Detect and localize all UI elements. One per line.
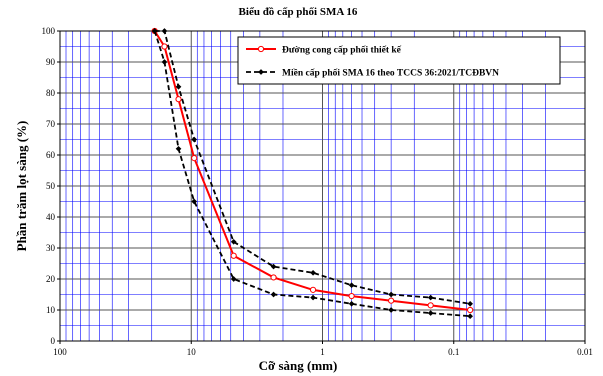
x-tick-label: 1: [320, 347, 325, 357]
data-point-limit: [348, 300, 355, 307]
data-point-limit: [467, 300, 473, 307]
data-point-limit: [388, 291, 394, 298]
data-point-limit: [175, 83, 182, 90]
data-point-limit: [161, 59, 168, 65]
y-tick-label: 50: [46, 181, 56, 191]
data-point-limit: [191, 198, 198, 205]
x-axis-label: Cỡ sàng (mm): [259, 358, 338, 373]
y-tick-label: 20: [46, 274, 56, 284]
x-tick-label: 10: [187, 347, 197, 357]
data-point-limit: [427, 310, 434, 316]
y-tick-label: 10: [46, 305, 56, 315]
data-point-limit: [310, 294, 316, 301]
data-point-limit: [230, 276, 237, 282]
y-tick-label: 40: [46, 212, 56, 222]
y-tick-label: 80: [46, 88, 56, 98]
data-point-design: [270, 274, 277, 281]
y-ticks: 0 10 20 30 40 50 60 70 80 90 100: [42, 26, 60, 346]
y-tick-label: 30: [46, 243, 56, 253]
y-axis-label: Phần trăm lọt sàng (%): [14, 121, 29, 252]
data-point-design: [348, 292, 355, 300]
data-point-design: [191, 155, 198, 162]
data-point-limit: [348, 282, 355, 289]
legend: Đường cong cấp phối thiết kế Miền cấp phố…: [237, 36, 561, 85]
y-tick-label: 0: [51, 336, 56, 346]
data-point-design: [388, 297, 395, 304]
legend-marker-limits: [258, 69, 264, 75]
legend-label-design: Đường cong cấp phối thiết kế: [282, 45, 402, 56]
series-line-upper-limit: [154, 30, 471, 305]
data-point-limit: [175, 145, 182, 152]
x-tick-label: 100: [53, 347, 67, 357]
data-point-design: [175, 96, 182, 103]
y-tick-label: 100: [42, 26, 56, 36]
legend-box: [237, 36, 561, 85]
data-point-design: [161, 43, 168, 50]
data-point-limit: [270, 291, 277, 298]
x-ticks: 100 10 1 0.1 0.01: [53, 341, 593, 357]
data-point-limit: [427, 294, 434, 301]
data-point-limit: [270, 263, 277, 270]
data-point-limit: [230, 238, 237, 245]
legend-label-limits: Miền cấp phối SMA 16 theo TCCS 36:2021/T…: [282, 68, 499, 79]
data-point-limit: [467, 313, 473, 320]
data-point-design: [309, 286, 317, 293]
legend-marker-design: [257, 45, 265, 53]
x-tick-label: 0.1: [448, 347, 459, 357]
data-point-design: [427, 302, 434, 309]
data-point-design: [230, 252, 237, 259]
y-tick-label: 70: [46, 119, 56, 129]
data-point-limit: [161, 28, 168, 34]
legend-items: Đường cong cấp phối thiết kế Miền cấp phố…: [246, 45, 499, 79]
series-layer: [151, 27, 474, 320]
data-point-limit: [191, 136, 198, 143]
x-tick-label: 0.01: [577, 347, 593, 357]
y-tick-label: 90: [46, 57, 56, 67]
chart-title: Biểu đồ cấp phối SMA 16: [239, 6, 358, 18]
data-point-limit: [388, 307, 394, 313]
data-point-design: [467, 306, 474, 314]
y-tick-label: 60: [46, 150, 56, 160]
data-point-limit: [310, 269, 316, 276]
